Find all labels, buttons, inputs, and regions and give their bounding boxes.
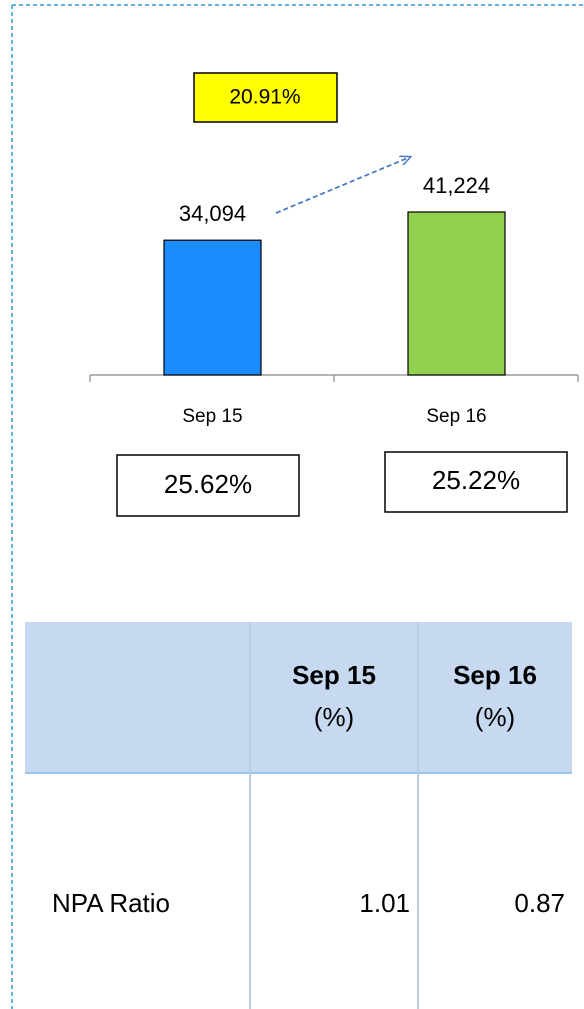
column-header: Sep 16 [453,660,537,690]
column-unit: (%) [475,702,515,732]
row-label: NPA Ratio [52,888,170,918]
x-tick-label: Sep 15 [182,406,242,427]
bar [163,239,262,376]
table-header-bg [25,622,572,773]
data-label: 41,224 [423,173,490,198]
bar [407,211,506,376]
growth-box [193,72,338,123]
cell-value: 1.01 [359,888,410,918]
data-label: 34,094 [179,201,246,226]
ratio-box [116,454,300,517]
column-header: Sep 15 [292,660,376,690]
growth-label: 20.91% [229,86,300,109]
ratio-label: 25.62% [164,469,252,499]
growth-arrow [275,157,410,214]
ratio-box [384,451,568,513]
cell-value: 0.87 [514,888,565,918]
column-unit: (%) [314,702,354,732]
x-tick-label: Sep 16 [426,406,486,427]
ratio-label: 25.22% [432,465,520,495]
